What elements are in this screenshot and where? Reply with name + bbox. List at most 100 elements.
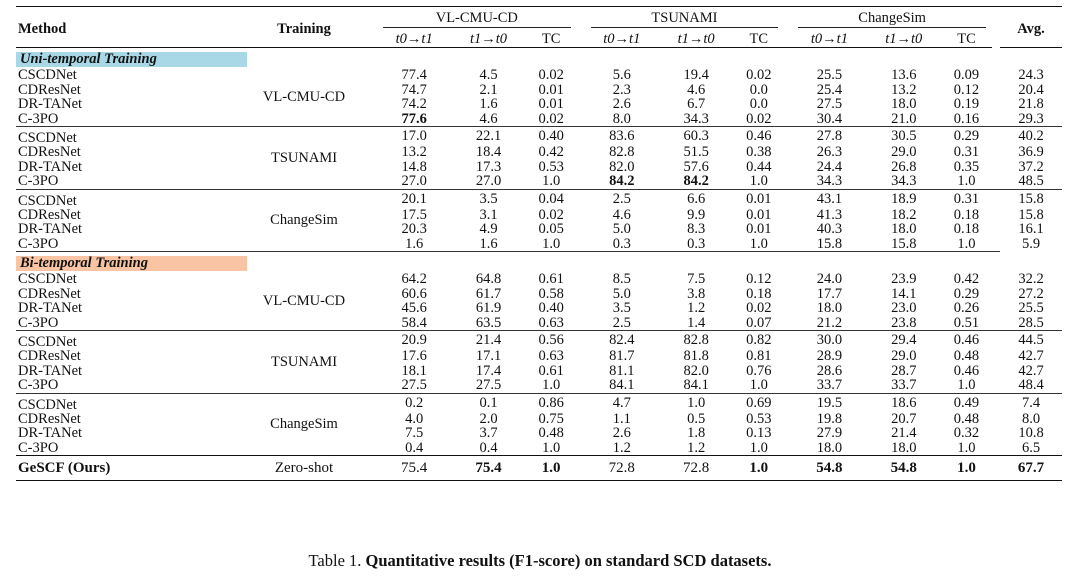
- cell-value: 1.4: [687, 314, 706, 331]
- cell-value: 0.48: [538, 425, 564, 442]
- cell-value: 1.6: [479, 96, 498, 113]
- cell-value: 0.48: [953, 410, 980, 427]
- cell-value: 81.7: [609, 348, 635, 365]
- cell-avg: 15.8: [1000, 188, 1062, 209]
- table-row: C-3PO 0.4 0.4 1.0 1.2 1.2 1.0 18.0 18.0 1.0 6.5: [16, 441, 1062, 456]
- cell-value: 28.9: [816, 348, 843, 365]
- cell-value: 0.75: [538, 410, 564, 427]
- cell-value: 0.44: [746, 158, 772, 175]
- cell-value: 0.13: [746, 425, 772, 442]
- cell-method: C-3PO: [18, 439, 59, 456]
- header-row-subcolumns: t0→t1 t1→t0 TC t0→t1 t1→t0 TC t0→t1 t1→t0 TC: [16, 30, 1062, 49]
- cell-value: 0.05: [538, 221, 564, 238]
- cell-value: 2.3: [612, 81, 631, 98]
- results-table: Method Training VL-CMU-CD TSUNAMI Change…: [16, 5, 1062, 482]
- cell-value: 34.3: [816, 173, 843, 190]
- cell-value: 28.7: [891, 362, 917, 379]
- header-training: Training: [231, 5, 377, 49]
- subheader-tc: TC: [733, 30, 785, 49]
- cell-value: 29.0: [891, 348, 917, 365]
- cell-avg: 8.0: [1021, 410, 1041, 427]
- cell-value: 1.0: [749, 377, 768, 394]
- cell-avg: 15.8: [1018, 207, 1044, 224]
- cell-value: 0.26: [953, 300, 980, 317]
- cell-value: 1.2: [612, 439, 631, 456]
- cell-avg: 16.1: [1018, 221, 1044, 238]
- caption-text: Quantitative results (F1-score) on stand…: [365, 551, 772, 570]
- section-label: Uni-temporal Training: [16, 52, 247, 68]
- cell-value: 74.2: [401, 96, 427, 113]
- cell-value: 0.29: [940, 126, 992, 146]
- cell-value: 0.19: [953, 96, 980, 113]
- cell-value: 0.63: [538, 348, 564, 365]
- cell-value: 82.0: [609, 158, 635, 175]
- cell-value: 72.8: [584, 455, 659, 482]
- table-row: DR-TANet 45.6 61.9 0.40 3.5 1.2 0.02 18.0 23.0 0.…: [16, 300, 1062, 317]
- table-row: CSCDNet TSUNAMI 20.9 21.4 0.56 82.4 82.8 0.82 30…: [16, 329, 1062, 394]
- cell-value: 25.5: [816, 67, 843, 84]
- cell-value: 0.31: [953, 144, 980, 161]
- cell-value: 0.35: [953, 158, 980, 175]
- cell-value: 0.4: [405, 439, 424, 456]
- cell-value: 0.01: [746, 221, 772, 238]
- cell-value: 4.5: [479, 67, 498, 84]
- cell-value: 0.04: [525, 188, 577, 209]
- cell-value: 15.8: [891, 235, 917, 252]
- cell-value: 20.7: [891, 410, 917, 427]
- cell-method: CSCDNet: [16, 392, 231, 412]
- header-dataset-changesim: ChangeSim: [792, 6, 992, 31]
- table-row: C-3PO 58.4 63.5 0.63 2.5 1.4 0.07 21.2 23.8 0.51 2…: [16, 314, 1062, 331]
- cell-value: 0.53: [538, 158, 564, 175]
- cell-value: 30.4: [816, 110, 843, 127]
- cell-value: 23.0: [891, 300, 917, 317]
- cell-avg: 42.7: [1018, 362, 1044, 379]
- table-row: C-3PO 27.5 27.5 1.0 84.1 84.1 1.0 33.7 33.7 1.0 48…: [16, 378, 1062, 393]
- cell-value: 20.9: [377, 329, 452, 350]
- results-body: Uni-temporal Training CSCDNet VL-CMU-CD 77.…: [16, 48, 1062, 482]
- cell-value: 0.46: [940, 329, 992, 350]
- cell-training: ChangeSim: [231, 392, 377, 456]
- cell-value: 0.01: [538, 81, 564, 98]
- cell-value: 18.2: [891, 207, 917, 224]
- table-row: CSCDNet TSUNAMI 17.0 22.1 0.40 83.6 60.3 0.46 27…: [16, 126, 1062, 190]
- header-method: Method: [16, 5, 231, 49]
- table-row-ours: GeSCF (Ours) Zero-shot 75.4 75.4 1.0 72.8 72.8…: [16, 455, 1062, 482]
- cell-value: 82.0: [683, 362, 709, 379]
- header-row-datasets: Method Training VL-CMU-CD TSUNAMI Change…: [16, 5, 1062, 49]
- cell-value: 0.4: [479, 439, 498, 456]
- cell-value: 34.3: [683, 110, 709, 127]
- table-row: DR-TANet 18.1 17.4 0.61 81.1 82.0 0.76 28.6 28.7…: [16, 362, 1062, 379]
- cell-value: 13.2: [891, 81, 917, 98]
- cell-value: 4.6: [479, 110, 498, 127]
- cell-value: 1.0: [957, 439, 976, 456]
- cell-value: 18.6: [866, 392, 941, 412]
- cell-avg: 36.9: [1018, 144, 1044, 161]
- cell-value: 33.7: [891, 377, 917, 394]
- cell-value: 27.9: [816, 425, 843, 442]
- cell-value: 74.7: [401, 81, 427, 98]
- cell-value: 58.4: [401, 314, 427, 331]
- cell-value: 3.5: [612, 300, 631, 317]
- cell-value: 2.6: [612, 96, 631, 113]
- cell-method: CSCDNet: [18, 67, 77, 84]
- cell-training: TSUNAMI: [231, 329, 377, 394]
- cell-value: 0.18: [953, 207, 980, 224]
- cell-method: DR-TANet: [18, 96, 83, 113]
- cell-value: 26.8: [891, 158, 917, 175]
- cell-value: 2.5: [584, 188, 659, 209]
- cell-value: 0.46: [953, 362, 980, 379]
- cell-value: 2.0: [479, 410, 498, 427]
- cell-value: 13.2: [401, 144, 427, 161]
- table-row: CSCDNet ChangeSim 20.1 3.5 0.04 2.5 6.6 0.01 43.…: [16, 188, 1062, 252]
- cell-value: 0.02: [538, 67, 564, 84]
- cell-value: 14.8: [401, 158, 427, 175]
- cell-value: 1.0: [957, 377, 976, 394]
- cell-method: C-3PO: [18, 314, 59, 331]
- subheader-direction: t1→t0: [658, 30, 734, 49]
- cell-avg: 28.5: [1018, 314, 1044, 331]
- cell-value: 27.0: [475, 173, 502, 190]
- cell-value: 60.6: [401, 285, 427, 302]
- cell-value: 0.3: [687, 235, 706, 252]
- cell-value: 20.3: [401, 221, 427, 238]
